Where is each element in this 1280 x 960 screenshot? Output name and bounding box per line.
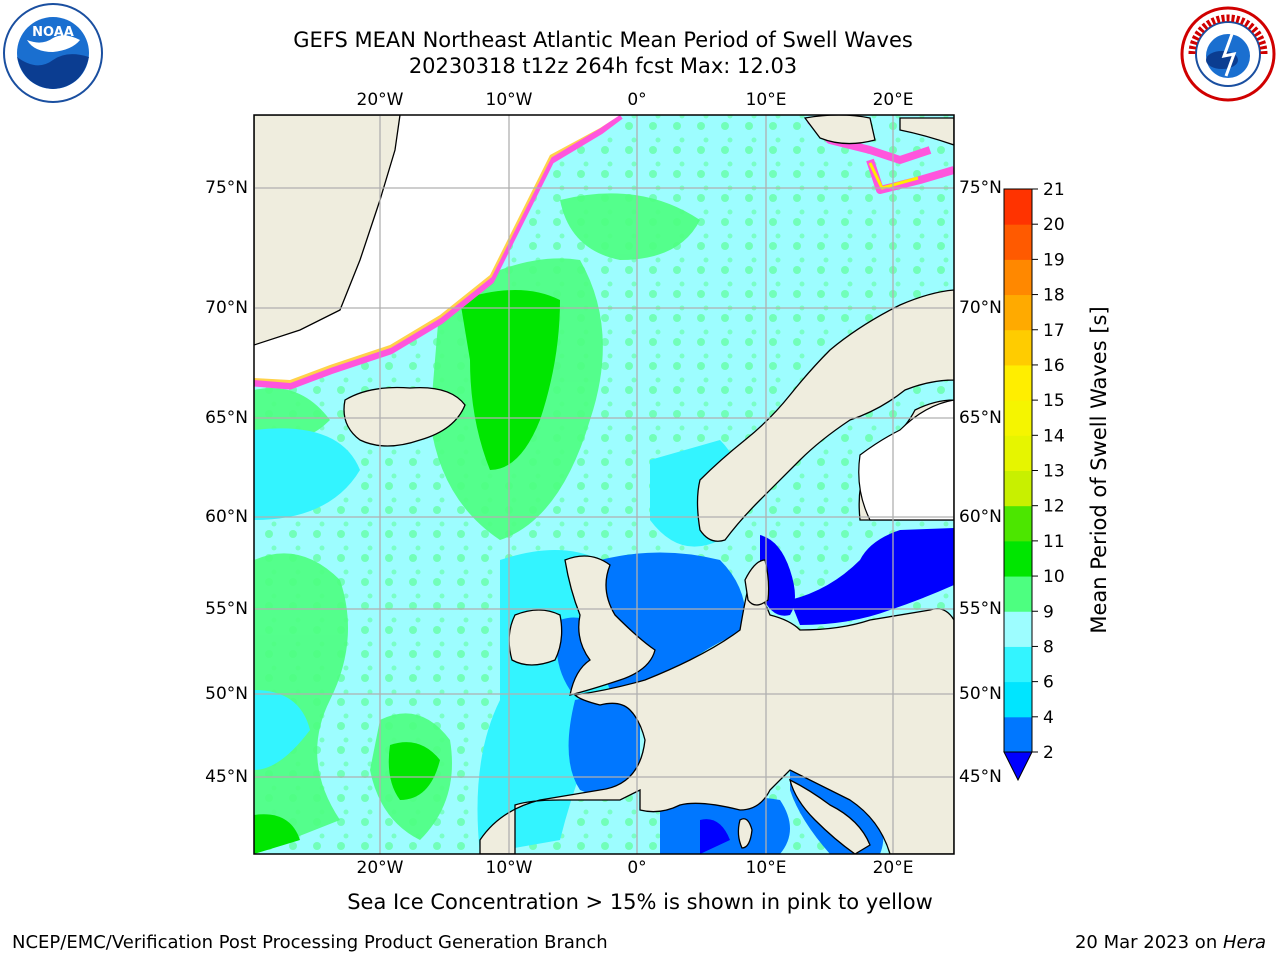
colorbar-tick-label: 14 — [1043, 426, 1065, 446]
footer-host: Hera — [1222, 932, 1266, 953]
colorbar-tick-label: 4 — [1043, 708, 1054, 728]
lat-label-right: 60°N — [959, 507, 1002, 527]
chart-title: GEFS MEAN Northeast Atlantic Mean Period… — [293, 28, 913, 52]
colorbar-segment — [1004, 505, 1032, 542]
colorbar-segment — [1004, 189, 1032, 225]
lat-label-left: 55°N — [205, 599, 248, 619]
lat-label-right: 55°N — [959, 599, 1002, 619]
gridlines — [254, 115, 954, 854]
lat-label-left: 65°N — [205, 408, 248, 428]
colorbar-tick-label: 17 — [1043, 321, 1065, 341]
lat-label-left: 60°N — [205, 507, 248, 527]
lon-label-top: 0° — [627, 90, 647, 110]
footer-date-text: 20 Mar 2023 on — [1074, 932, 1223, 953]
colorbar-segment — [1004, 646, 1032, 683]
colorbar-extend-arrow — [1003, 751, 1033, 782]
colorbar-segment — [1004, 716, 1032, 753]
noaa-logo: NOAA — [3, 3, 103, 103]
colorbar-segment — [1004, 681, 1032, 718]
land-denmark — [744, 559, 770, 606]
lat-label-left: 50°N — [205, 684, 248, 704]
land-continental-europe — [479, 578, 954, 854]
lat-label-left: 70°N — [205, 298, 248, 318]
land-iceland — [343, 386, 466, 447]
colorbar-segment — [1004, 259, 1032, 296]
colorbar-segment — [1004, 400, 1032, 436]
map-frame — [253, 114, 955, 855]
no-data-area-finland — [858, 399, 954, 521]
land-great-britain — [564, 555, 656, 696]
colorbar-tick-label: 9 — [1043, 602, 1054, 622]
colorbar-segment — [1004, 435, 1032, 471]
lon-label-bottom: 20°E — [872, 858, 914, 878]
lon-label-top: 10°W — [485, 90, 533, 110]
land-ireland — [508, 609, 563, 666]
colorbar-segment — [1004, 294, 1032, 331]
lon-label-top: 10°E — [745, 90, 787, 110]
lat-label-right: 45°N — [959, 767, 1002, 787]
colorbar-tick-label: 6 — [1043, 673, 1054, 693]
colorbar-tick-label: 18 — [1043, 286, 1065, 306]
nws-logo — [1180, 6, 1276, 102]
colorbar-tick-label: 20 — [1043, 215, 1065, 235]
colorbar-segment — [1004, 540, 1032, 577]
lon-label-bottom: 10°W — [485, 858, 533, 878]
map-caption: Sea Ice Concentration > 15% is shown in … — [347, 890, 933, 914]
lat-label-right: 70°N — [959, 298, 1002, 318]
colorbar: 2 4 6 8 9 10 11 12 13 14 15 16 17 18 19 20 21 Mean Period… — [1003, 180, 1111, 782]
colorbar-segment — [1004, 470, 1032, 507]
footer-date: 20 Mar 2023 on Hera — [1075, 932, 1266, 953]
lat-label-left: 75°N — [205, 178, 248, 198]
footer-credit: NCEP/EMC/Verification Post Processing Pr… — [12, 932, 608, 953]
map-area — [254, 115, 954, 854]
colorbar-segment — [1004, 224, 1032, 260]
colorbar-tick-label: 19 — [1043, 250, 1065, 270]
colorbar-label: Mean Period of Swell Waves [s] — [1087, 306, 1111, 633]
lat-label-right: 75°N — [959, 178, 1002, 198]
lat-label-left: 45°N — [205, 767, 248, 787]
colorbar-segment — [1004, 364, 1032, 401]
land-corsica-sardinia — [737, 818, 753, 849]
colorbar-segment — [1004, 576, 1032, 612]
noaa-logo-text: NOAA — [32, 25, 74, 40]
colorbar-tick-label: 2 — [1043, 743, 1054, 763]
land-italy — [789, 778, 871, 854]
colorbar-tick-label: 10 — [1043, 567, 1065, 587]
colorbar-tick-label: 21 — [1043, 180, 1065, 200]
land-greenland — [254, 115, 401, 346]
chart-subtitle: 20230318 t12z 264h fcst Max: 12.03 — [408, 54, 798, 78]
colorbar-tick-label: 8 — [1043, 637, 1054, 657]
lat-label-right: 65°N — [959, 408, 1002, 428]
colorbar-tick-label: 12 — [1043, 497, 1065, 517]
lon-label-bottom: 10°E — [745, 858, 787, 878]
colorbar-tick-label: 11 — [1043, 532, 1065, 552]
lon-label-bottom: 0° — [627, 858, 647, 878]
lat-label-right: 50°N — [959, 684, 1002, 704]
colorbar-tick-label: 13 — [1043, 462, 1065, 482]
colorbar-tick-label: 16 — [1043, 356, 1065, 376]
colorbar-segment — [1004, 611, 1032, 647]
colorbar-segment — [1004, 329, 1032, 366]
colorbar-tick-label: 15 — [1043, 391, 1065, 411]
lon-label-top: 20°W — [356, 90, 404, 110]
lon-label-top: 20°E — [872, 90, 914, 110]
swell-darkgreen-areas — [254, 290, 560, 854]
lon-label-bottom: 20°W — [356, 858, 404, 878]
